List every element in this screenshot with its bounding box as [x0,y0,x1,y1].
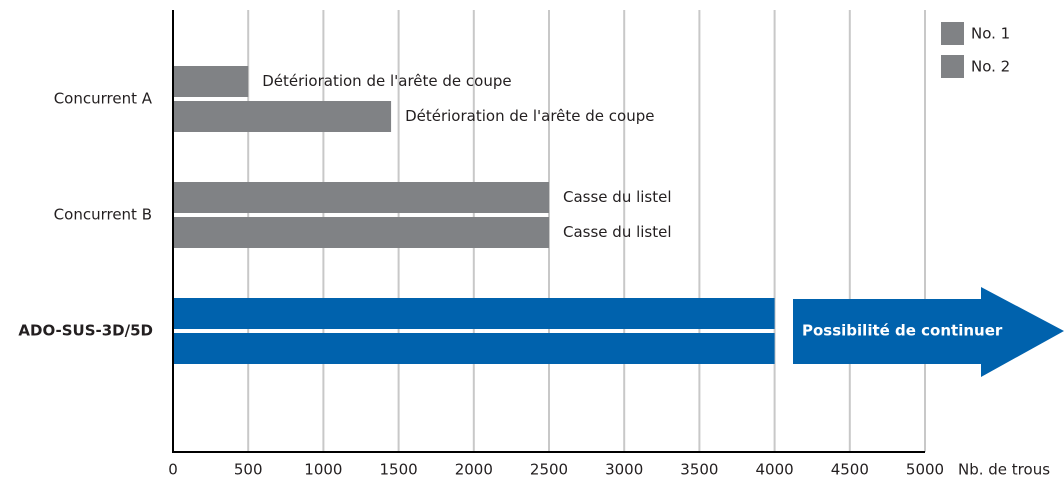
bar-annotation: Casse du listel [563,223,672,241]
y-tick-label: Concurrent A [54,90,153,108]
x-tick-label: 2000 [455,461,493,479]
bar [173,101,392,132]
bar-annotation: Casse du listel [563,188,672,206]
arrow-label: Possibilité de continuer [802,322,1003,340]
x-tick-label: 500 [234,461,263,479]
bar [173,182,549,213]
x-tick-label: 0 [168,461,178,479]
y-tick-label: ADO-SUS-3D/5D [18,322,153,340]
bar [173,66,249,97]
bar [173,333,775,364]
y-tick-label: Concurrent B [54,206,152,224]
legend-label: No. 1 [971,25,1010,43]
x-tick-label: 3000 [605,461,643,479]
x-tick-label: 4000 [756,461,794,479]
legend-label: No. 2 [971,58,1010,76]
x-tick-label: 1500 [380,461,418,479]
legend-swatch [941,55,964,78]
legend-swatch [941,22,964,45]
x-tick-label: 1000 [304,461,342,479]
bar-annotation: Détérioration de l'arête de coupe [405,107,654,125]
bar [173,217,549,248]
x-tick-label: 2500 [530,461,568,479]
x-axis-label: Nb. de trous [958,461,1050,479]
x-tick-label: 3500 [680,461,718,479]
x-tick-label: 4500 [831,461,869,479]
continue-arrow [793,287,1064,377]
bar-annotation: Détérioration de l'arête de coupe [262,72,511,90]
x-tick-label: 5000 [906,461,944,479]
bar [173,298,775,329]
